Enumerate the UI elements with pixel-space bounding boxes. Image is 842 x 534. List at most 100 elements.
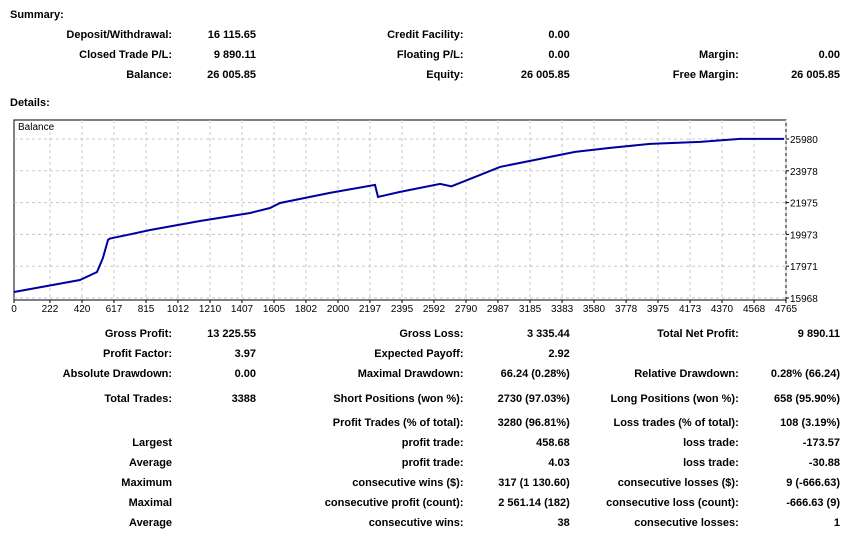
x-tick-label: 1012 xyxy=(167,304,190,315)
stat-row: Average consecutive wins: 38 consecutive lo… xyxy=(0,513,840,533)
stat-label: Maximal Drawdown: xyxy=(357,368,464,380)
stat-value: 66.24 (0.28%) xyxy=(500,368,570,380)
stat-row: Profit Factor: 3.97 Expected Payoff: 2.92 xyxy=(0,344,840,364)
stat-value: 2.92 xyxy=(548,348,570,360)
stat-label: Maximal xyxy=(128,497,173,509)
stat-label: Short Positions (won %): xyxy=(333,392,464,405)
stat-label: consecutive losses: xyxy=(634,517,739,529)
stat-label xyxy=(570,344,739,364)
stat-value xyxy=(172,453,256,473)
x-tick-label: 2000 xyxy=(327,304,350,315)
stat-label: Profit Factor: xyxy=(102,348,173,360)
y-tick-label: 17971 xyxy=(790,262,818,273)
y-tick-label: 19973 xyxy=(790,230,818,241)
x-tick-label: 420 xyxy=(74,304,91,315)
stat-row: Average profit trade: 4.03 loss trade: -30.8… xyxy=(0,453,840,473)
stat-label: Gross Loss: xyxy=(399,328,464,340)
stat-label: Relative Drawdown: xyxy=(634,368,739,380)
stat-value: 3 335.44 xyxy=(526,328,570,340)
stat-row: Closed Trade P/L: 9 890.11 Floating P/L: 0.… xyxy=(0,45,840,65)
stat-label: profit trade: xyxy=(401,457,464,469)
stat-label: consecutive wins ($): xyxy=(352,477,464,489)
summary-table: Deposit/Withdrawal: 16 115.65 Credit Facil… xyxy=(0,25,840,85)
stat-label: consecutive wins: xyxy=(368,517,464,529)
stat-value: 658 (95.90%) xyxy=(773,392,840,405)
x-tick-label: 1802 xyxy=(295,304,318,315)
stat-label xyxy=(0,413,172,433)
details-table: Gross Profit: 13 225.55 Gross Loss: 3 335.4… xyxy=(0,324,840,533)
stat-value: 317 (1 130.60) xyxy=(498,477,570,489)
stat-row: Maximal consecutive profit (count): 2 561.… xyxy=(0,493,840,513)
stat-value: -173.57 xyxy=(802,437,840,449)
stat-value: 3388 xyxy=(231,392,257,405)
summary-heading: Summary: xyxy=(10,9,64,21)
x-tick-label: 2987 xyxy=(487,304,510,315)
stat-label: Credit Facility: xyxy=(387,29,464,41)
stat-label: Deposit/Withdrawal: xyxy=(66,29,173,41)
y-tick-label: 15968 xyxy=(790,294,818,305)
stat-value xyxy=(739,25,840,45)
stat-label: consecutive loss (count): xyxy=(606,497,739,509)
x-tick-label: 3580 xyxy=(583,304,606,315)
stat-value: 3280 (96.81%) xyxy=(497,417,570,429)
stat-row: Gross Profit: 13 225.55 Gross Loss: 3 335.4… xyxy=(0,324,840,344)
stat-label: Gross Profit: xyxy=(104,328,173,340)
stat-row: Maximum consecutive wins ($): 317 (1 130.6… xyxy=(0,473,840,493)
stat-value: 9 (-666.63) xyxy=(786,477,840,489)
stat-label: loss trade: xyxy=(683,437,739,449)
stat-value: 458.68 xyxy=(536,437,570,449)
stat-label: Total Net Profit: xyxy=(657,328,739,340)
stat-row: Deposit/Withdrawal: 16 115.65 Credit Facil… xyxy=(0,25,840,45)
stat-row: Largest profit trade: 458.68 loss trade: -17… xyxy=(0,433,840,453)
stat-value: 0.00 xyxy=(818,49,840,61)
stat-value xyxy=(172,493,256,513)
stat-value: 26 005.85 xyxy=(207,69,257,81)
x-tick-label: 3778 xyxy=(615,304,638,315)
stat-value: 108 (3.19%) xyxy=(780,417,840,429)
stat-value: 0.28% (66.24) xyxy=(770,368,840,380)
stat-label: profit trade: xyxy=(401,437,464,449)
stat-value: 26 005.85 xyxy=(791,69,840,81)
x-tick-label: 4568 xyxy=(743,304,766,315)
stat-value: 26 005.85 xyxy=(520,69,570,81)
x-tick-label: 4765 xyxy=(775,304,798,315)
details-heading: Details: xyxy=(10,97,50,109)
y-tick-label: 25980 xyxy=(790,135,818,146)
stat-label: Equity: xyxy=(426,69,464,81)
x-tick-label: 222 xyxy=(42,304,59,315)
stat-label: Balance: xyxy=(126,69,173,81)
stat-value xyxy=(172,473,256,493)
stat-label: Profit Trades (% of total): xyxy=(332,417,464,429)
stat-label: Margin: xyxy=(699,49,739,61)
stat-value: 16 115.65 xyxy=(207,29,257,41)
stat-value xyxy=(172,433,256,453)
stat-label: Absolute Drawdown: xyxy=(62,368,173,380)
x-tick-label: 2197 xyxy=(359,304,382,315)
stat-label: Free Margin: xyxy=(672,69,739,81)
stat-value: 4.03 xyxy=(548,457,570,469)
stat-label: Closed Trade P/L: xyxy=(79,49,173,61)
stat-label: consecutive profit (count): xyxy=(324,497,464,509)
stat-value xyxy=(739,344,840,364)
x-tick-label: 3383 xyxy=(551,304,574,315)
stat-value: 13 225.55 xyxy=(207,328,257,340)
stat-row: Absolute Drawdown: 0.00 Maximal Drawdown: 6… xyxy=(0,364,840,384)
stat-value: 3.97 xyxy=(234,348,257,360)
x-tick-label: 2395 xyxy=(391,304,414,315)
x-tick-label: 1210 xyxy=(199,304,222,315)
stat-value: -666.63 (9) xyxy=(786,497,840,509)
stat-value xyxy=(172,413,256,433)
stat-label: Loss trades (% of total): xyxy=(613,417,739,429)
stat-value: 2730 (97.03%) xyxy=(497,392,570,405)
stat-label: loss trade: xyxy=(683,457,739,469)
stat-label xyxy=(570,25,739,45)
stat-label: Average xyxy=(129,517,173,529)
stat-label: Expected Payoff: xyxy=(374,348,464,360)
stat-row: Profit Trades (% of total): 3280 (96.81%)… xyxy=(0,413,840,433)
stat-value: 0.00 xyxy=(548,49,570,61)
stat-value xyxy=(172,513,256,533)
stat-label: consecutive losses ($): xyxy=(617,477,739,489)
stat-value: 1 xyxy=(833,517,840,529)
stat-row: Balance: 26 005.85 Equity: 26 005.85 Free Ma… xyxy=(0,65,840,85)
stat-value: -30.88 xyxy=(808,457,840,469)
